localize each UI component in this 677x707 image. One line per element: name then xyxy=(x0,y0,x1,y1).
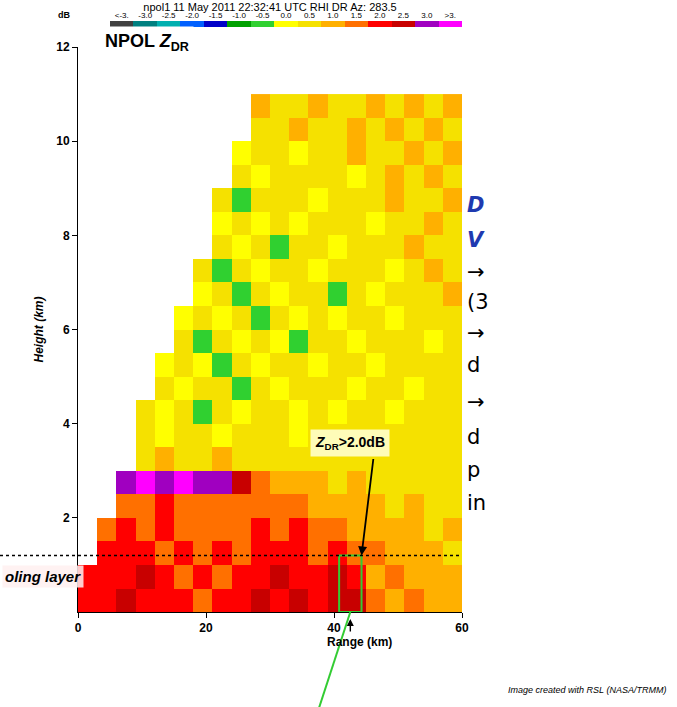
svg-text:0.0: 0.0 xyxy=(280,11,292,20)
svg-text:oling layer: oling layer xyxy=(5,568,81,585)
svg-text:p: p xyxy=(467,458,480,482)
svg-text:V: V xyxy=(467,228,485,252)
svg-text:1.0: 1.0 xyxy=(327,11,339,20)
svg-text:→: → xyxy=(467,390,485,414)
svg-text:→: → xyxy=(467,260,485,284)
svg-text:dB: dB xyxy=(58,10,70,20)
svg-text:8: 8 xyxy=(63,229,70,243)
svg-text:>3.: >3. xyxy=(445,11,456,20)
svg-text:2.5: 2.5 xyxy=(398,11,410,20)
svg-text:npol1 11 May 2011 22:32:41 UTC: npol1 11 May 2011 22:32:41 UTC RHI DR Az… xyxy=(143,1,396,13)
svg-text:(3: (3 xyxy=(467,290,489,314)
svg-text:20: 20 xyxy=(199,621,213,635)
svg-text:60: 60 xyxy=(455,621,469,635)
svg-text:<-3.: <-3. xyxy=(115,11,129,20)
svg-text:2.0: 2.0 xyxy=(374,11,386,20)
svg-text:Height (km): Height (km) xyxy=(32,296,46,362)
svg-text:-2.0: -2.0 xyxy=(185,11,199,20)
svg-text:-1.0: -1.0 xyxy=(232,11,246,20)
svg-text:1.5: 1.5 xyxy=(351,11,363,20)
svg-text:2: 2 xyxy=(63,511,70,525)
svg-text:12: 12 xyxy=(56,40,70,54)
svg-text:-0.5: -0.5 xyxy=(256,11,270,20)
svg-text:Range (km): Range (km) xyxy=(327,635,392,649)
svg-text:-1.5: -1.5 xyxy=(209,11,223,20)
svg-text:d: d xyxy=(467,353,480,377)
svg-text:in: in xyxy=(467,491,486,515)
svg-text:0: 0 xyxy=(75,621,82,635)
svg-text:0.5: 0.5 xyxy=(304,11,316,20)
svg-text:40: 40 xyxy=(327,621,341,635)
svg-text:6: 6 xyxy=(63,323,70,337)
svg-text:Z​DR​>2.0dB: Z​DR​>2.0dB xyxy=(315,434,385,452)
svg-text:Image created with RSL (NASA/T: Image created with RSL (NASA/TRMM) xyxy=(508,685,666,695)
svg-text:NPOL Z​DR​: NPOL Z​DR​ xyxy=(105,31,189,54)
svg-text:d: d xyxy=(467,425,480,449)
svg-text:3.0: 3.0 xyxy=(421,11,433,20)
svg-text:4: 4 xyxy=(63,417,70,431)
svg-text:D: D xyxy=(467,193,484,217)
svg-text:10: 10 xyxy=(56,134,70,148)
svg-text:→: → xyxy=(467,321,485,345)
svg-text:-2.5: -2.5 xyxy=(162,11,176,20)
svg-text:-3.0: -3.0 xyxy=(138,11,152,20)
